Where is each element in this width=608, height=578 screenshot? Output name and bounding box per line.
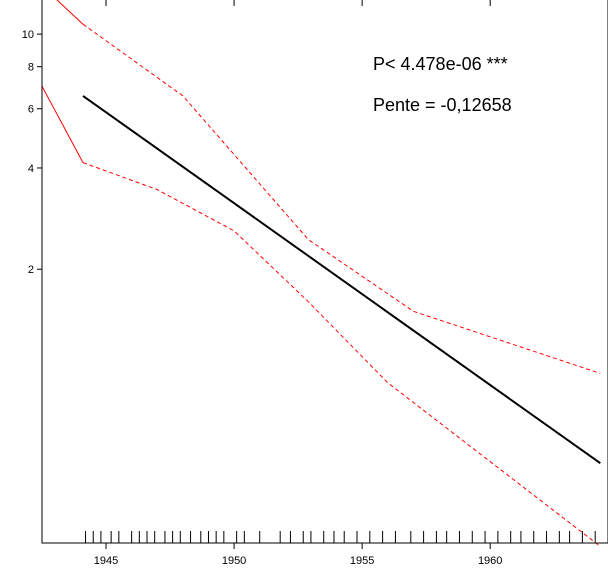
- plot-frame: [41, 0, 608, 544]
- rug: [85, 531, 596, 543]
- x-tick-label: 1950: [222, 555, 246, 567]
- y-tick-label: 10: [22, 29, 34, 41]
- annotation-slope: Pente = -0,12658: [373, 95, 512, 115]
- y-axis: 2 4 6 8 10: [22, 29, 42, 276]
- series-fit: [82, 95, 601, 465]
- series-upper-ci-extrapolated: [56, 0, 84, 25]
- x-tick-label: 1960: [478, 555, 502, 567]
- top-ticks: [105, 0, 491, 6]
- y-tick-label: 6: [28, 104, 34, 116]
- x-axis: 1945 1950 1955 1960: [94, 543, 502, 567]
- x-tick-label: 1955: [350, 555, 374, 567]
- annotation-pvalue: P< 4.478e-06 ***: [373, 54, 508, 74]
- y-tick-label: 2: [28, 264, 34, 276]
- y-tick-label: 8: [28, 62, 34, 74]
- series-lower-ci: [82, 162, 601, 547]
- series-layer: [41, 0, 601, 547]
- series-upper-ci: [82, 23, 601, 374]
- x-tick-label: 1945: [94, 555, 118, 567]
- y-tick-label: 4: [28, 163, 34, 175]
- series-lower-ci-extrapolated: [41, 85, 84, 163]
